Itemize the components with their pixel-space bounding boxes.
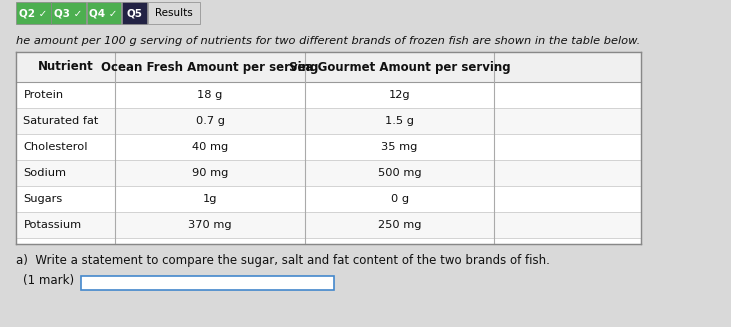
Text: 500 mg: 500 mg [378,168,421,178]
Text: Saturated fat: Saturated fat [23,116,99,126]
Text: Sugars: Sugars [23,194,63,204]
Text: Results: Results [155,8,193,18]
Text: 0 g: 0 g [390,194,409,204]
Bar [16,134,641,160]
Bar [16,52,641,82]
Bar [16,212,641,238]
Text: 40 mg: 40 mg [192,142,228,152]
Text: Sea Gourmet Amount per serving: Sea Gourmet Amount per serving [289,60,510,74]
Text: 0.7 g: 0.7 g [196,116,224,126]
Text: a)  Write a statement to compare the sugar, salt and fat content of the two bran: a) Write a statement to compare the suga… [16,254,550,267]
Text: Ocean Fresh Amount per serving: Ocean Fresh Amount per serving [102,60,319,74]
Text: 1.5 g: 1.5 g [385,116,414,126]
Bar [86,2,121,24]
Bar [51,2,86,24]
Text: Sodium: Sodium [23,168,67,178]
Bar [16,52,641,244]
Text: 35 mg: 35 mg [382,142,417,152]
Text: 370 mg: 370 mg [189,220,232,230]
Text: 18 g: 18 g [197,90,223,100]
Text: 12g: 12g [389,90,410,100]
Text: (1 mark): (1 mark) [23,274,74,287]
Text: 90 mg: 90 mg [192,168,228,178]
Bar [16,186,641,212]
Text: Protein: Protein [23,90,64,100]
Bar [16,82,641,108]
Text: Nutrient: Nutrient [38,60,94,74]
Bar [81,276,334,290]
Text: Q3 ✓: Q3 ✓ [54,8,83,18]
Bar [16,2,50,24]
Text: Q5: Q5 [126,8,143,18]
Text: Q4 ✓: Q4 ✓ [89,8,118,18]
Bar [16,108,641,134]
Bar [148,2,200,24]
Bar [16,160,641,186]
Text: 1g: 1g [203,194,217,204]
Text: Q2 ✓: Q2 ✓ [19,8,48,18]
Bar [122,2,147,24]
Text: 250 mg: 250 mg [378,220,421,230]
Text: Potassium: Potassium [23,220,82,230]
Text: Cholesterol: Cholesterol [23,142,88,152]
Text: he amount per 100 g serving of nutrients for two different brands of frozen fish: he amount per 100 g serving of nutrients… [16,36,640,46]
